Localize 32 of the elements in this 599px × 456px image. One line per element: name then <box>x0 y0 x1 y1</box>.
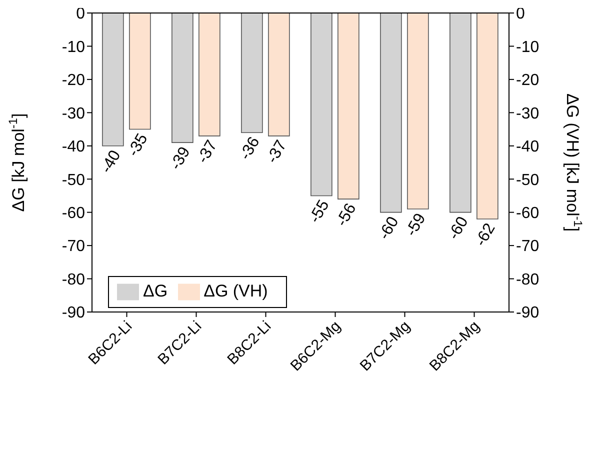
y-tick-label: -20 <box>62 72 86 90</box>
data-label: -60 <box>446 214 472 243</box>
y2-tick-label: -50 <box>516 172 540 189</box>
y2-tick-label: -30 <box>516 105 540 122</box>
legend-label: ΔG <box>143 281 168 300</box>
y-tick-label: -60 <box>62 205 86 222</box>
y2-tick-label: -70 <box>516 238 540 256</box>
data-label: -37 <box>194 138 221 166</box>
y2-tick-label: -60 <box>516 205 540 222</box>
data-label: -36 <box>237 134 264 163</box>
y-tick-label: -40 <box>62 138 86 156</box>
y2-tick-label: -40 <box>516 138 540 156</box>
legend-label: ΔG (VH) <box>204 281 268 300</box>
y-tick-label: -50 <box>62 172 86 189</box>
data-label: -35 <box>125 130 152 160</box>
y2-tick-label: -90 <box>516 304 540 322</box>
data-label: -60 <box>376 214 402 243</box>
data-label: -62 <box>472 220 499 250</box>
y2-tick-label: -10 <box>516 38 540 56</box>
y-tick-label: -70 <box>62 238 86 256</box>
y2-tick-label: -80 <box>516 271 540 288</box>
y-tick-label: -10 <box>62 38 86 56</box>
data-label: -56 <box>334 200 360 230</box>
y-tick-label: -80 <box>62 271 86 288</box>
data-label: -37 <box>264 138 290 166</box>
y2-tick-label: -20 <box>516 72 540 90</box>
data-label: -39 <box>168 144 194 173</box>
y-tick-label: -90 <box>62 304 86 322</box>
y-tick-label: -30 <box>62 105 86 122</box>
data-label: -59 <box>403 210 430 240</box>
data-label: -55 <box>306 197 333 226</box>
data-label: -40 <box>98 148 124 176</box>
